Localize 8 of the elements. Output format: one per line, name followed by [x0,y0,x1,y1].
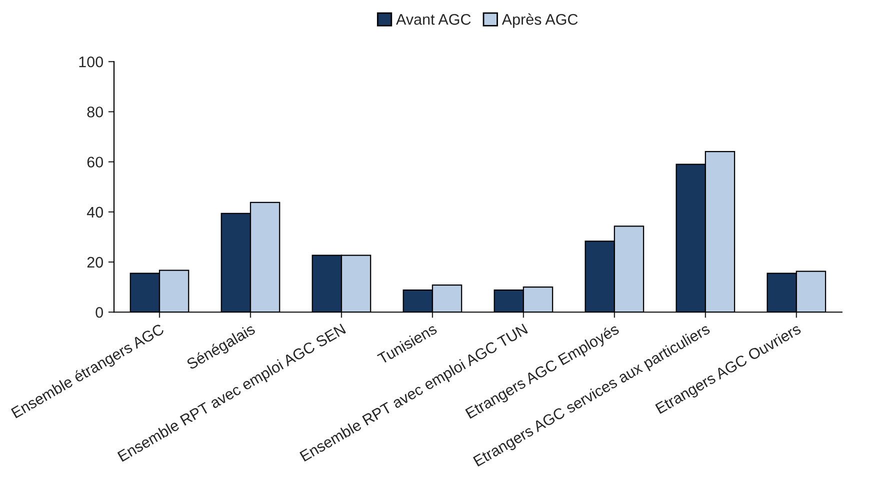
legend-label: Avant AGC [396,14,471,25]
y-tick-label: 40 [86,206,103,218]
y-tick-label: 100 [79,56,103,68]
y-tick-label: 20 [87,256,103,268]
y-tick-label: 60 [87,156,103,168]
y-tick-label: 0 [96,306,103,318]
y-tick-label: 80 [87,106,103,118]
legend-label: Après AGC [502,13,578,28]
